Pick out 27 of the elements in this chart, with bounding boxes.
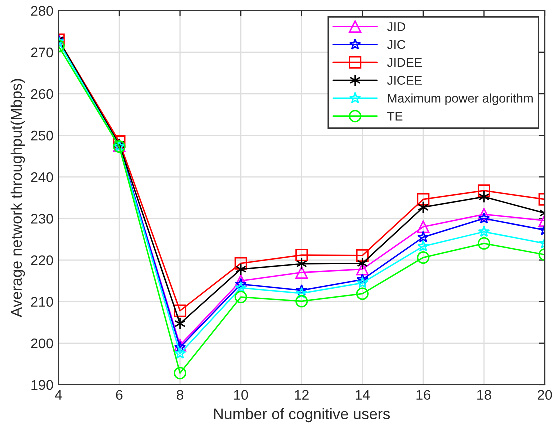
legend-label: JICEE (387, 76, 422, 86)
y-tick-label: 280 (31, 6, 54, 16)
y-tick-label: 270 (31, 48, 54, 58)
y-axis-title: Average network throughput(Mbps) (10, 79, 26, 318)
x-tick-label: 4 (55, 390, 62, 400)
y-tick-label: 210 (31, 297, 54, 308)
legend-label: Maximum power algorithm (388, 94, 533, 106)
x-tick-label: 20 (538, 390, 552, 400)
x-tick-label: 14 (356, 390, 370, 400)
y-tick-label: 260 (31, 89, 54, 100)
x-tick-label: 12 (295, 390, 309, 400)
y-tick-label: 220 (31, 256, 54, 266)
x-tick-label: 6 (116, 390, 123, 400)
legend-label: JID (387, 22, 406, 32)
x-tick-label: 18 (478, 390, 492, 400)
legend-label: JIDEE (387, 58, 422, 68)
y-tick-label: 240 (31, 172, 54, 182)
legend-label: TE (387, 112, 403, 121)
x-tick-label: 8 (177, 390, 184, 400)
y-tick-label: 200 (31, 338, 54, 349)
y-tick-label: 250 (31, 130, 54, 141)
x-tick-label: 10 (234, 390, 248, 400)
x-tick-label: 16 (416, 390, 431, 400)
y-tick-label: 230 (31, 214, 54, 224)
x-axis-title: Number of cognitive users (214, 408, 390, 423)
y-tick-label: 190 (32, 380, 54, 390)
legend-label: JIC (387, 40, 406, 50)
